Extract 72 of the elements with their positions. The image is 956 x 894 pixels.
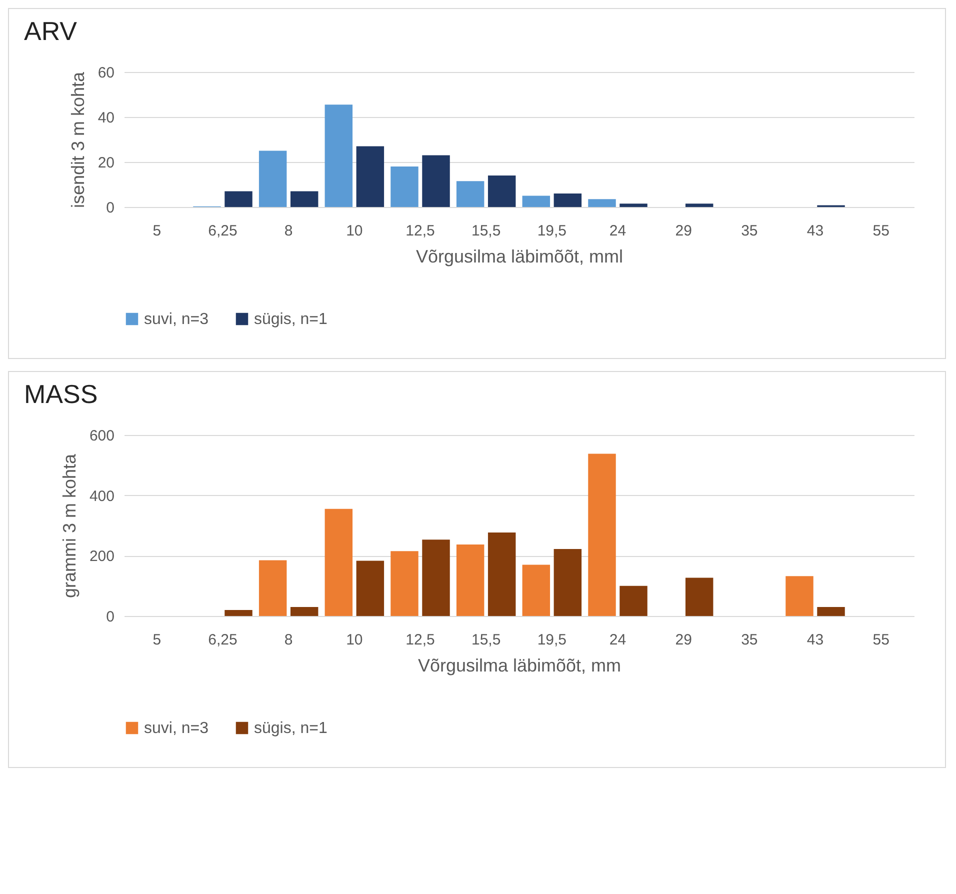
y-axis-title: grammi 3 m kohta xyxy=(59,452,80,598)
bar xyxy=(324,104,353,207)
x-tick-label: 55 xyxy=(872,632,890,648)
x-tick-label: 12,5 xyxy=(406,222,435,240)
bar xyxy=(685,578,714,616)
chart-title: ARV xyxy=(24,16,78,46)
bar xyxy=(522,196,550,207)
x-tick-label: 29 xyxy=(675,222,692,240)
bar xyxy=(290,606,318,616)
y-axis-title: isendit 3 m kohta xyxy=(68,70,88,208)
bar xyxy=(356,146,384,207)
x-tick-label: 5 xyxy=(152,222,162,240)
y-tick-label: 60 xyxy=(98,64,114,82)
y-tick-label: 400 xyxy=(89,488,114,505)
x-tick-label: 12,5 xyxy=(406,632,435,648)
x-tick-label: 19,5 xyxy=(537,632,567,648)
y-tick-label: 600 xyxy=(89,428,114,444)
x-tick-label: 55 xyxy=(872,222,890,240)
x-tick-label: 15,5 xyxy=(471,222,501,240)
x-tick-label: 29 xyxy=(675,632,692,648)
bar xyxy=(290,191,318,207)
bar xyxy=(817,606,845,616)
legend-label: sügis, n=1 xyxy=(254,311,328,328)
x-tick-label: 35 xyxy=(741,632,758,648)
bar xyxy=(488,176,516,207)
bar xyxy=(456,181,484,207)
x-tick-label: 15,5 xyxy=(471,632,501,648)
x-tick-label: 24 xyxy=(609,632,626,648)
bar xyxy=(456,544,484,616)
x-tick-label: 10 xyxy=(346,222,363,240)
bar xyxy=(258,560,287,616)
bar xyxy=(422,540,450,616)
x-tick-label: 19,5 xyxy=(537,222,567,240)
bar xyxy=(324,508,353,616)
x-tick-label: 35 xyxy=(741,222,758,240)
bar xyxy=(390,551,418,616)
x-axis-title: Võrgusilma läbimõõt, mml xyxy=(416,246,624,266)
y-tick-label: 200 xyxy=(89,548,114,566)
bar xyxy=(786,576,814,616)
bar xyxy=(588,454,616,616)
x-tick-label: 5 xyxy=(152,632,162,648)
bar xyxy=(488,532,516,616)
x-tick-label: 8 xyxy=(284,632,293,648)
x-tick-label: 43 xyxy=(806,632,824,648)
legend-label: sügis, n=1 xyxy=(254,720,328,737)
bar xyxy=(356,560,384,616)
legend-label: suvi, n=3 xyxy=(144,720,209,737)
chart-title: MASS xyxy=(24,379,98,409)
bar xyxy=(224,191,252,207)
x-tick-label: 10 xyxy=(346,632,363,648)
legend-label: suvi, n=3 xyxy=(144,311,209,328)
y-tick-label: 40 xyxy=(98,110,114,126)
bar xyxy=(620,204,648,207)
y-tick-label: 0 xyxy=(106,200,114,216)
bar xyxy=(258,150,287,207)
x-tick-label: 8 xyxy=(284,222,293,240)
bar xyxy=(554,194,582,207)
bar xyxy=(588,199,616,207)
bar xyxy=(620,586,648,616)
bar xyxy=(422,155,450,207)
bar xyxy=(224,610,252,616)
bar xyxy=(685,204,714,207)
y-tick-label: 20 xyxy=(98,154,114,172)
bar xyxy=(522,564,550,616)
x-tick-label: 24 xyxy=(609,222,626,240)
x-tick-label: 43 xyxy=(806,222,824,240)
x-axis-title: Võrgusilma läbimõõt, mm xyxy=(418,656,622,676)
bar xyxy=(390,166,418,207)
x-tick-label: 6,25 xyxy=(208,222,238,240)
y-tick-label: 0 xyxy=(106,608,114,626)
x-tick-label: 6,25 xyxy=(208,632,238,648)
bar xyxy=(554,549,582,616)
